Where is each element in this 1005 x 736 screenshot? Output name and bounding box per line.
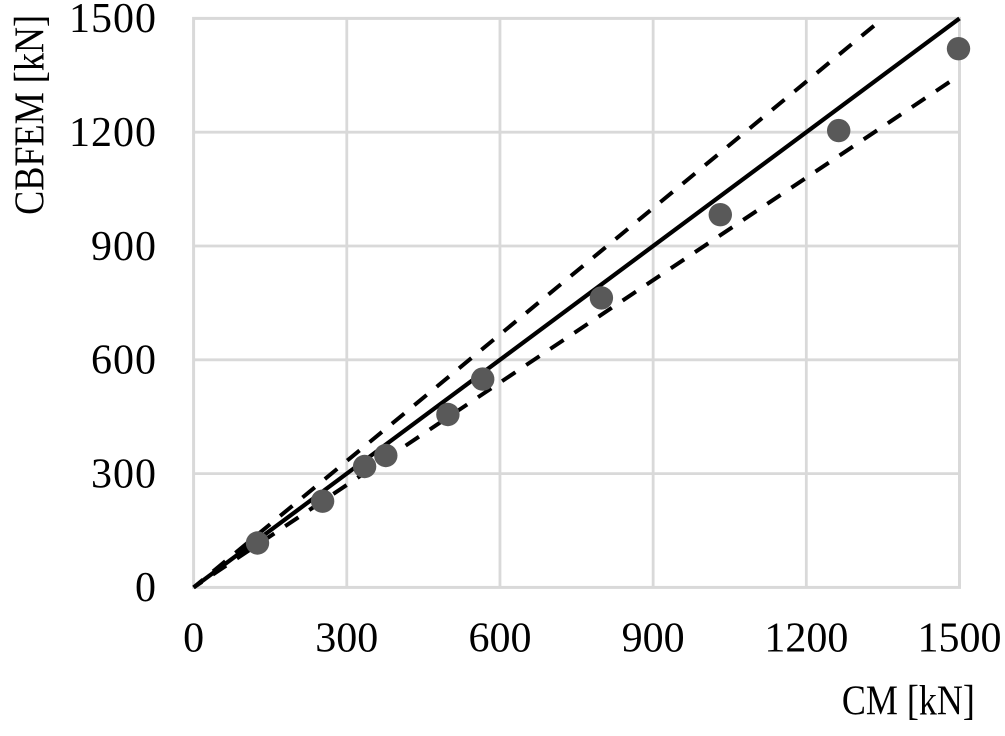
svg-text:1200: 1200 [69, 110, 157, 156]
svg-text:1200: 1200 [764, 616, 848, 662]
svg-text:1500: 1500 [69, 0, 157, 42]
svg-text:900: 900 [622, 616, 685, 662]
svg-text:300: 300 [315, 616, 378, 662]
svg-text:300: 300 [91, 451, 157, 497]
svg-text:900: 900 [91, 224, 157, 270]
svg-text:0: 0 [183, 616, 204, 662]
svg-text:CM [kN]: CM [kN] [842, 679, 975, 725]
svg-text:1500: 1500 [918, 616, 1002, 662]
svg-text:0: 0 [135, 565, 157, 611]
svg-text:CBFEM [kN]: CBFEM [kN] [8, 15, 54, 215]
svg-text:600: 600 [91, 338, 157, 384]
svg-text:600: 600 [468, 616, 531, 662]
